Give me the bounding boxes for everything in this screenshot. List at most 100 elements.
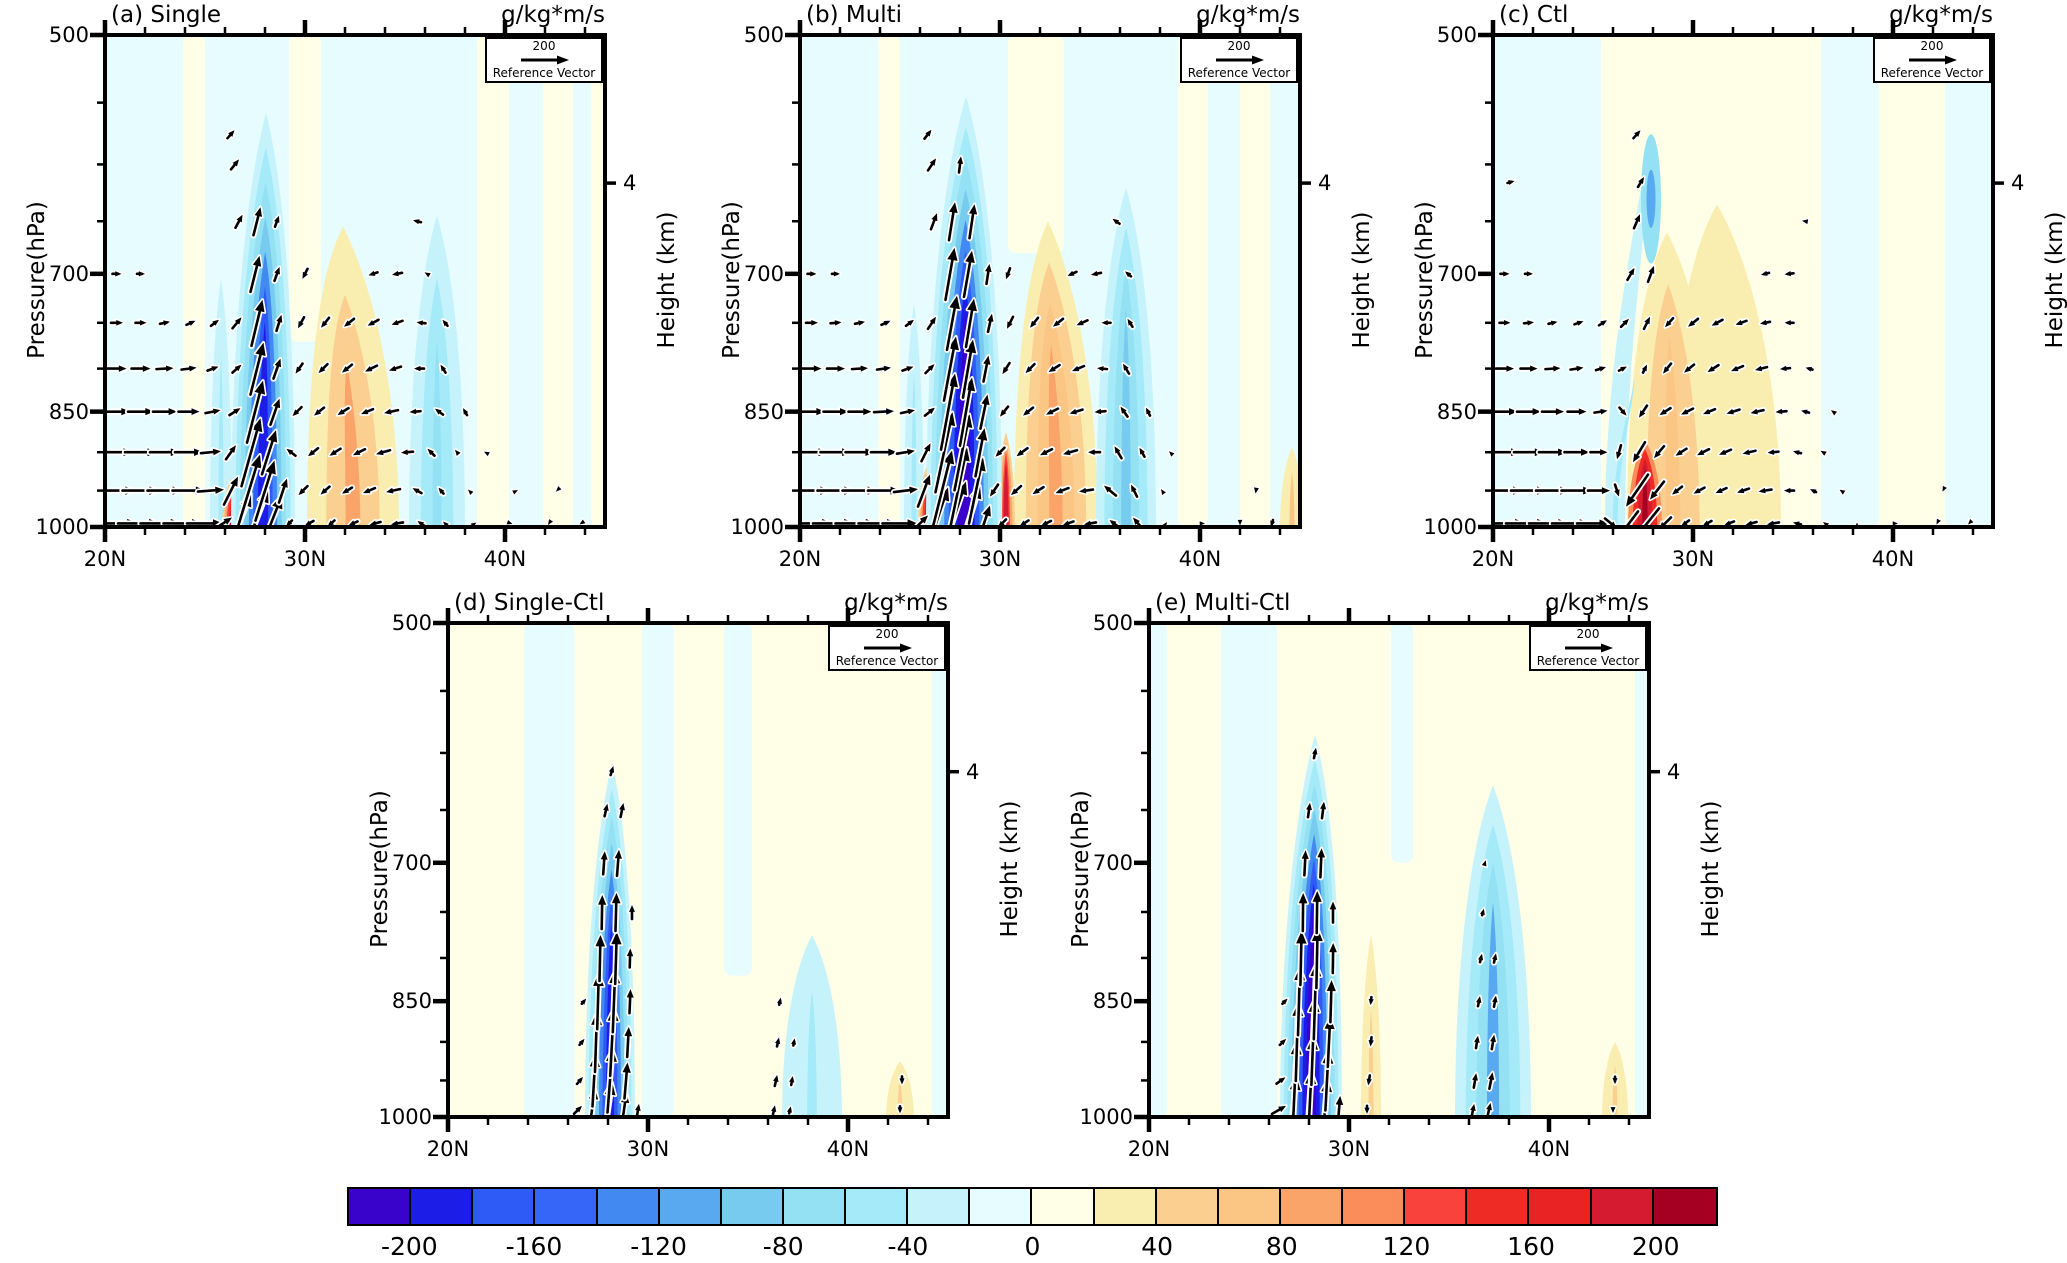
colorbar-cell-1 <box>411 1189 474 1224</box>
reference-vector-value: 200 <box>875 627 899 641</box>
reference-vector-box-b: 200 Reference Vector <box>1180 37 1298 83</box>
height-axis-title-d: Height (km) <box>997 800 1023 938</box>
axes-b <box>785 20 1311 542</box>
height-tick-b: 4 <box>1318 171 1332 196</box>
ytick-c-850: 850 <box>1436 399 1477 424</box>
reference-vector-label: Reference Vector <box>492 66 596 80</box>
ytick-a-1000: 1000 <box>35 515 89 539</box>
xtick-e-30: 30N <box>1327 1137 1371 1161</box>
axes-a <box>90 20 616 542</box>
reference-vector-value: 200 <box>1227 39 1251 53</box>
reference-vector-label: Reference Vector <box>1187 66 1291 80</box>
panel-title-c: (c) Ctl <box>1499 2 1569 28</box>
reference-vector-value: 200 <box>1576 627 1600 641</box>
plot-area-e <box>1134 608 1660 1132</box>
xtick-b-40: 40N <box>1178 547 1222 571</box>
ytick-b-1000: 1000 <box>730 515 784 539</box>
reference-vector-value: 200 <box>532 39 556 53</box>
vector-layer-a <box>105 128 587 527</box>
shading-layer-e <box>1149 623 1649 1117</box>
panel-title-b: (b) Multi <box>806 2 903 28</box>
reference-vector-label: Reference Vector <box>835 654 939 668</box>
colorbar-label--200: -200 <box>380 1232 438 1261</box>
plot-area-d <box>433 608 959 1132</box>
height-tick-e: 4 <box>1667 759 1681 784</box>
colorbar-cell-19 <box>1529 1189 1592 1224</box>
colorbar-cell-12 <box>1094 1189 1157 1224</box>
reference-vector-label: Reference Vector <box>1880 66 1984 80</box>
colorbar-cell-10 <box>970 1189 1033 1224</box>
ytick-d-1000: 1000 <box>378 1105 432 1129</box>
xtick-a-20: 20N <box>83 547 127 571</box>
ytick-c-500: 500 <box>1436 23 1477 47</box>
panel-title-a: (a) Single <box>111 2 222 28</box>
height-tick-c: 4 <box>2011 171 2025 196</box>
y-axis-title-e: Pressure(hPa) <box>1068 790 1094 948</box>
xtick-d-40: 40N <box>826 1137 870 1161</box>
reference-vector-value: 200 <box>1920 39 1944 53</box>
colorbar-cell-3 <box>535 1189 598 1224</box>
y-axis-title-c: Pressure(hPa) <box>1412 201 1438 359</box>
colorbar-cell-14 <box>1218 1189 1281 1224</box>
ytick-b-500: 500 <box>743 23 784 47</box>
ytick-e-1000: 1000 <box>1079 1105 1133 1129</box>
ytick-d-700: 700 <box>391 850 432 875</box>
panel-unit-d: g/kg*m/s <box>844 590 948 616</box>
shading-layer-b <box>800 35 1300 527</box>
colorbar-label--120: -120 <box>630 1232 687 1261</box>
colorbar-cell-17 <box>1405 1189 1468 1224</box>
reference-arrow-icon <box>1909 55 1957 64</box>
xtick-b-20: 20N <box>778 547 822 571</box>
reference-arrow-icon <box>521 55 569 64</box>
height-tick-a: 4 <box>623 171 637 196</box>
colorbar-label--160: -160 <box>505 1232 563 1261</box>
colorbar-cell-9 <box>908 1189 971 1224</box>
height-tick-d: 4 <box>966 759 980 784</box>
y-axis-title-d: Pressure(hPa) <box>367 790 393 948</box>
y-axis-title-a: Pressure(hPa) <box>24 201 50 359</box>
xtick-b-30: 30N <box>978 547 1022 571</box>
y-axis-title-b: Pressure(hPa) <box>719 201 745 359</box>
colorbar-label-40: 40 <box>1141 1232 1174 1261</box>
ytick-b-850: 850 <box>743 399 784 424</box>
colorbar-label-0: 0 <box>1024 1232 1041 1261</box>
colorbar-cell-5 <box>659 1189 722 1224</box>
xtick-a-30: 30N <box>283 547 327 571</box>
xtick-a-40: 40N <box>483 547 527 571</box>
reference-vector-box-e: 200 Reference Vector <box>1529 625 1647 671</box>
axes-e <box>1134 608 1660 1132</box>
ytick-c-700: 700 <box>1436 261 1477 286</box>
xtick-d-30: 30N <box>626 1137 670 1161</box>
colorbar-cell-16 <box>1343 1189 1406 1224</box>
height-axis-title-a: Height (km) <box>654 211 680 349</box>
shading-layer-d <box>448 623 948 1117</box>
vector-layer-e <box>1268 746 1620 1117</box>
ytick-b-700: 700 <box>743 261 784 286</box>
vector-layer-c <box>1493 128 1976 527</box>
reference-arrow-icon <box>1565 643 1613 652</box>
axes-c <box>1478 20 2004 542</box>
reference-vector-box-a: 200 Reference Vector <box>485 37 603 83</box>
colorbar-label-200: 200 <box>1631 1232 1680 1261</box>
colorbar-label--40: -40 <box>887 1232 929 1261</box>
panel-unit-c: g/kg*m/s <box>1889 2 1993 28</box>
colorbar-label-80: 80 <box>1265 1232 1298 1261</box>
ytick-a-500: 500 <box>48 23 89 47</box>
panel-title-d: (d) Single-Ctl <box>454 590 605 616</box>
colorbar <box>347 1187 1718 1226</box>
xtick-d-20: 20N <box>426 1137 470 1161</box>
colorbar-cell-11 <box>1032 1189 1095 1224</box>
height-axis-title-c: Height (km) <box>2042 211 2067 349</box>
ytick-d-850: 850 <box>391 989 432 1014</box>
reference-arrow-icon <box>1216 55 1264 64</box>
reference-vector-label: Reference Vector <box>1536 654 1640 668</box>
xtick-e-40: 40N <box>1527 1137 1571 1161</box>
colorbar-cell-2 <box>473 1189 536 1224</box>
colorbar-label-120: 120 <box>1382 1232 1431 1261</box>
ytick-e-700: 700 <box>1092 850 1133 875</box>
colorbar-cell-7 <box>783 1189 846 1224</box>
xtick-c-40: 40N <box>1871 547 1915 571</box>
colorbar-label-160: 160 <box>1507 1232 1555 1261</box>
colorbar-cell-6 <box>721 1189 784 1224</box>
height-axis-title-e: Height (km) <box>1698 800 1724 938</box>
